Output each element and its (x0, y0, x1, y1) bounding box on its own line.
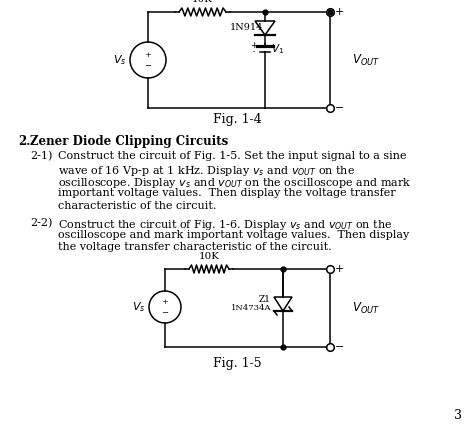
Text: +: + (145, 51, 151, 59)
Text: characteristic of the circuit.: characteristic of the circuit. (58, 201, 216, 211)
Text: −: − (335, 342, 345, 352)
Text: Fig. 1-5: Fig. 1-5 (213, 356, 261, 369)
Text: 1N4734A: 1N4734A (230, 304, 271, 312)
Text: Z1: Z1 (259, 296, 271, 305)
Text: $V_s$: $V_s$ (131, 300, 145, 314)
Text: ·: · (252, 46, 256, 60)
Text: 10K: 10K (199, 252, 219, 261)
Text: 2-2): 2-2) (30, 218, 52, 228)
Text: −: − (162, 309, 168, 317)
Text: the voltage transfer characteristic of the circuit.: the voltage transfer characteristic of t… (58, 242, 332, 253)
Text: +: + (335, 7, 345, 17)
Text: 2-1): 2-1) (30, 151, 52, 161)
Text: $V_{OUT}$: $V_{OUT}$ (352, 300, 380, 316)
Text: Construct the circuit of Fig. 1-6. Display $v_s$ and $v_{OUT}$ on the: Construct the circuit of Fig. 1-6. Displ… (58, 218, 392, 232)
Text: important voltage values.  Then display the voltage transfer: important voltage values. Then display t… (58, 188, 396, 199)
Text: wave of 16 Vp-p at 1 kHz. Display $v_s$ and $v_{OUT}$ on the: wave of 16 Vp-p at 1 kHz. Display $v_s$ … (58, 163, 355, 178)
Text: Zener Diode Clipping Circuits: Zener Diode Clipping Circuits (30, 135, 228, 148)
Text: oscilloscope and mark important voltage values.  Then display: oscilloscope and mark important voltage … (58, 230, 409, 240)
Text: 10K: 10K (192, 0, 213, 4)
Text: +: + (162, 298, 168, 306)
Text: $V_s$: $V_s$ (112, 53, 126, 67)
Text: +: + (335, 264, 345, 274)
Text: +: + (250, 40, 258, 49)
Text: −: − (145, 62, 152, 70)
Text: −: − (335, 103, 345, 113)
Text: Fig. 1-4: Fig. 1-4 (213, 114, 261, 127)
Text: 3: 3 (454, 409, 462, 422)
Text: Construct the circuit of Fig. 1-5. Set the input signal to a sine: Construct the circuit of Fig. 1-5. Set t… (58, 151, 407, 161)
Text: $V_{OUT}$: $V_{OUT}$ (352, 52, 380, 67)
Text: oscilloscope. Display $v_s$ and $v_{OUT}$ on the oscilloscope and mark: oscilloscope. Display $v_s$ and $v_{OUT}… (58, 176, 411, 190)
Text: 1N914: 1N914 (229, 24, 263, 33)
Text: $V_1$: $V_1$ (271, 42, 284, 56)
Text: 2.: 2. (18, 135, 30, 148)
